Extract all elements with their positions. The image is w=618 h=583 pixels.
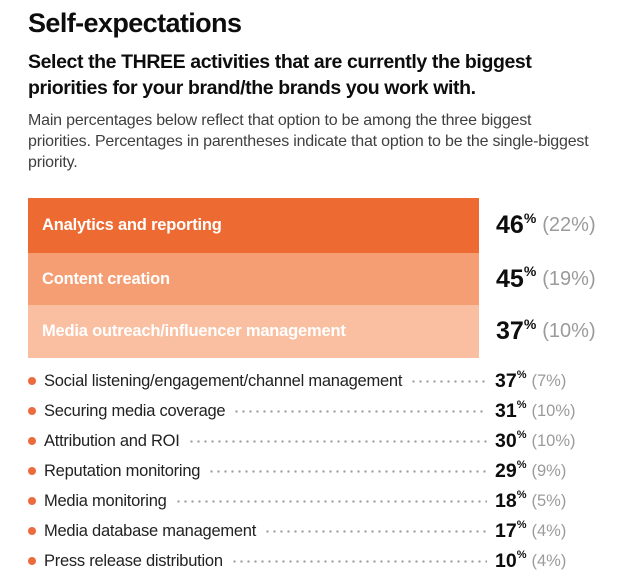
percent-sign: %: [523, 263, 537, 279]
single-biggest-value: (5%): [531, 491, 567, 510]
list-item-attribution-and-roi: Attribution and ROI 30% (10%): [28, 426, 610, 456]
bar-row-media-outreach: Media outreach/influencer management 37%…: [28, 305, 610, 358]
bullet-icon: [28, 407, 36, 415]
item-value: 10% (4%): [495, 549, 610, 573]
item-label: Reputation monitoring: [44, 461, 201, 480]
item-label: Media monitoring: [44, 491, 167, 510]
list-item-media-database-management: Media database management 17% (4%): [28, 516, 610, 546]
value-number: 46: [496, 211, 524, 239]
bar-label: Media outreach/influencer management: [42, 322, 346, 340]
bullet-icon: [28, 467, 36, 475]
bullet-icon: [28, 527, 36, 535]
list-item-press-release-distribution: Press release distribution 10% (4%): [28, 546, 610, 576]
item-label: Securing media coverage: [44, 401, 226, 420]
dotted-leader: [174, 499, 487, 503]
single-biggest-value: (4%): [531, 521, 567, 540]
bullet-icon: [28, 437, 36, 445]
dotted-leader: [264, 529, 487, 533]
value-number: 30: [495, 429, 517, 452]
item-label: Social listening/engagement/channel mana…: [44, 371, 403, 390]
single-biggest-value: (10%): [531, 401, 576, 420]
item-label: Attribution and ROI: [44, 431, 180, 450]
bar-value: 46% (22%): [496, 198, 596, 253]
single-biggest-value: (7%): [531, 371, 567, 390]
top-bars-group: Analytics and reporting 46% (22%) Conten…: [28, 198, 610, 358]
percent-sign: %: [516, 459, 527, 471]
single-biggest-value: (19%): [542, 267, 596, 290]
dotted-leader: [208, 469, 487, 473]
percent-sign: %: [516, 519, 527, 531]
dotted-leader: [410, 379, 487, 383]
dotted-leader: [187, 439, 487, 443]
single-biggest-value: (10%): [531, 431, 576, 450]
value-number: 17: [495, 519, 517, 542]
list-item-social-listening: Social listening/engagement/channel mana…: [28, 366, 610, 396]
percent-sign: %: [516, 489, 527, 501]
list-item-securing-media-coverage: Securing media coverage 31% (10%): [28, 396, 610, 426]
dotted-leader: [233, 409, 487, 413]
item-value: 29% (9%): [495, 459, 610, 483]
bar-label: Analytics and reporting: [42, 216, 222, 234]
bar-analytics-and-reporting: Analytics and reporting: [28, 198, 479, 253]
single-biggest-value: (22%): [542, 214, 596, 236]
single-biggest-value: (10%): [542, 320, 596, 342]
bar-label: Content creation: [42, 269, 170, 288]
bar-value: 45% (19%): [496, 253, 596, 305]
single-biggest-value: (9%): [531, 461, 567, 480]
value-number: 29: [495, 459, 517, 482]
percent-sign: %: [516, 369, 527, 381]
item-value: 31% (10%): [495, 399, 610, 423]
bar-row-analytics-and-reporting: Analytics and reporting 46% (22%): [28, 198, 610, 253]
value-number: 18: [495, 489, 517, 512]
survey-question: Select the THREE activities that are cur…: [28, 51, 532, 99]
value-number: 45: [496, 264, 524, 293]
item-value: 37% (7%): [495, 369, 610, 393]
value-number: 37: [495, 369, 517, 392]
page-title: Self-expectations: [28, 8, 242, 38]
item-label: Press release distribution: [44, 551, 223, 570]
secondary-items-list: Social listening/engagement/channel mana…: [28, 366, 610, 576]
bar-media-outreach: Media outreach/influencer management: [28, 305, 479, 358]
percent-sign: %: [516, 549, 527, 561]
percent-sign: %: [523, 209, 537, 226]
list-item-media-monitoring: Media monitoring 18% (5%): [28, 486, 610, 516]
value-number: 31: [495, 399, 517, 422]
bullet-icon: [28, 497, 36, 505]
single-biggest-value: (4%): [531, 551, 567, 570]
item-value: 30% (10%): [495, 429, 610, 453]
bar-content-creation: Content creation: [28, 253, 479, 305]
bar-value: 37% (10%): [496, 305, 596, 358]
list-item-reputation-monitoring: Reputation monitoring 29% (9%): [28, 456, 610, 486]
item-value: 17% (4%): [495, 519, 610, 543]
percent-sign: %: [523, 315, 537, 332]
value-number: 37: [496, 317, 524, 345]
item-label: Media database management: [44, 521, 257, 540]
bar-row-content-creation: Content creation 45% (19%): [28, 253, 610, 305]
percent-sign: %: [516, 429, 527, 441]
bullet-icon: [28, 377, 36, 385]
dotted-leader: [230, 559, 487, 563]
bullet-icon: [28, 557, 36, 565]
value-number: 10: [495, 549, 517, 572]
percent-sign: %: [516, 399, 527, 411]
methodology-note: Main percentages below reflect that opti…: [28, 112, 589, 171]
item-value: 18% (5%): [495, 489, 610, 513]
